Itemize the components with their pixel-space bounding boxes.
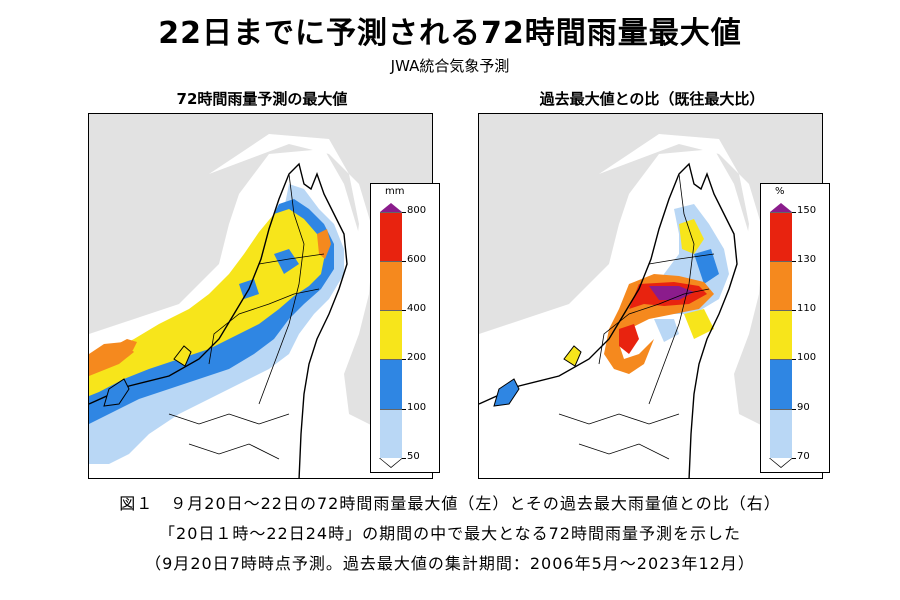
legend-band-blue bbox=[770, 359, 792, 409]
legend-band-orange bbox=[770, 261, 792, 310]
legend-label: 130 bbox=[797, 254, 817, 265]
legend-band-yellow bbox=[380, 310, 402, 359]
left-legend-bar bbox=[380, 212, 402, 458]
legend-label: 100 bbox=[407, 402, 427, 413]
legend-tick bbox=[792, 458, 796, 459]
legend-band-orange bbox=[380, 261, 402, 310]
legend-tick bbox=[792, 310, 796, 311]
left-rainfall-map bbox=[88, 113, 433, 479]
legend-tick bbox=[792, 359, 796, 360]
legend-band-lightblue bbox=[380, 409, 402, 458]
legend-tick bbox=[792, 212, 796, 213]
legend-band-red bbox=[770, 212, 792, 261]
left-legend-top-arrow bbox=[380, 203, 402, 212]
legend-label: 400 bbox=[407, 303, 427, 314]
legend-tick bbox=[402, 212, 406, 213]
figure-caption-line2: 「20日１時～22日24時」の期間の中で最大となる72時間雨量予測を示した bbox=[159, 524, 741, 543]
right-panel-title: 過去最大値との比（既往最大比） bbox=[539, 90, 765, 108]
page-title: 22日までに予測される72時間雨量最大値 bbox=[158, 16, 742, 51]
legend-tick bbox=[402, 310, 406, 311]
legend-band-red bbox=[380, 212, 402, 261]
legend-tick bbox=[792, 261, 796, 262]
left-panel-title: 72時間雨量予測の最大値 bbox=[176, 90, 348, 108]
legend-label: 200 bbox=[407, 352, 427, 363]
legend-label: 110 bbox=[797, 303, 817, 314]
right-legend-top-arrow bbox=[770, 203, 792, 212]
right-ratio-map bbox=[478, 113, 823, 479]
legend-label: 600 bbox=[407, 254, 427, 265]
legend-label: 90 bbox=[797, 402, 810, 413]
legend-label: 70 bbox=[797, 451, 810, 462]
legend-label: 100 bbox=[797, 352, 817, 363]
legend-label: 800 bbox=[407, 205, 427, 216]
left-legend-unit: mm bbox=[385, 186, 405, 197]
legend-tick bbox=[792, 409, 796, 410]
page-subtitle: JWA統合気象予測 bbox=[390, 57, 510, 75]
right-legend-bottom-arrow bbox=[770, 458, 792, 467]
legend-band-blue bbox=[380, 359, 402, 409]
legend-band-yellow bbox=[770, 310, 792, 359]
right-map-graphic bbox=[479, 114, 822, 478]
legend-tick bbox=[402, 261, 406, 262]
right-legend: % 150 130 110 100 90 70 bbox=[760, 183, 830, 473]
legend-tick bbox=[402, 359, 406, 360]
legend-label: 150 bbox=[797, 205, 817, 216]
figure-caption-line3: （9月20日7時時点予測。過去最大値の集計期間：2006年5月～2023年12月… bbox=[145, 554, 755, 573]
left-map-graphic bbox=[89, 114, 432, 478]
legend-tick bbox=[402, 409, 406, 410]
figure-caption-line1: 図１ ９月20日～22日の72時間雨量最大値（左）とその過去最大雨量値との比（右… bbox=[119, 494, 781, 513]
left-legend: mm 800 600 400 200 100 50 bbox=[370, 183, 440, 473]
left-legend-bottom-arrow bbox=[380, 458, 402, 467]
legend-band-lightblue bbox=[770, 409, 792, 458]
right-legend-unit: % bbox=[775, 186, 785, 197]
legend-tick bbox=[402, 458, 406, 459]
right-legend-bar bbox=[770, 212, 792, 458]
legend-label: 50 bbox=[407, 451, 420, 462]
